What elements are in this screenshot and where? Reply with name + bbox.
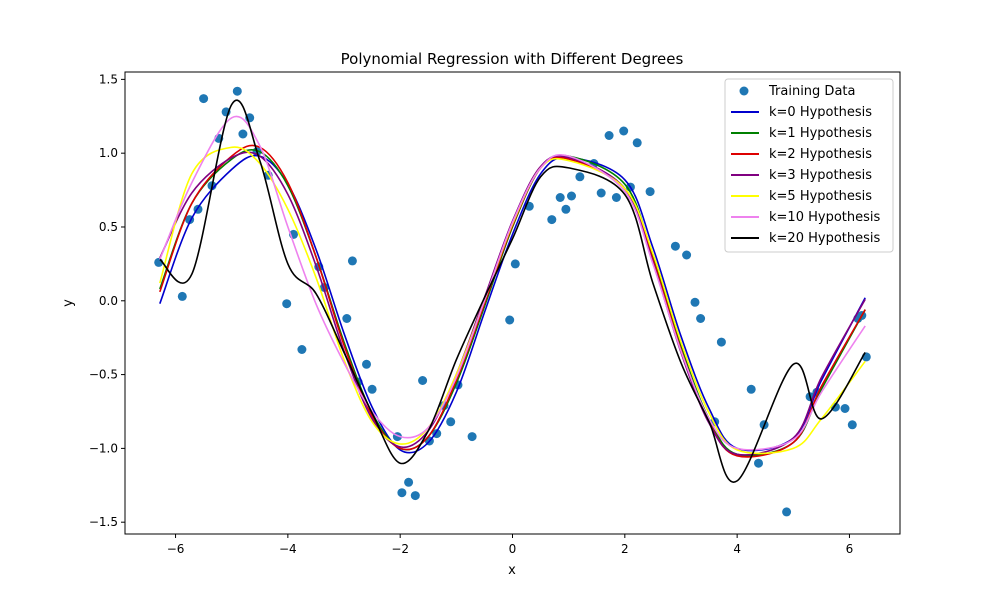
- training-data-point: [347, 256, 357, 266]
- y-tick-label: 0.0: [99, 294, 118, 308]
- training-data-point: [404, 477, 414, 487]
- y-tick-label: 0.5: [99, 220, 118, 234]
- y-tick-label: −1.5: [89, 515, 118, 529]
- training-data-point: [397, 488, 407, 498]
- training-data-point: [446, 417, 456, 427]
- chart-title: Polynomial Regression with Different Deg…: [341, 50, 684, 68]
- training-data-point: [177, 291, 187, 301]
- training-data-point: [632, 138, 642, 148]
- training-data-point: [567, 191, 576, 201]
- training-data-point: [611, 193, 621, 202]
- training-data-point: [682, 250, 692, 260]
- training-data-point: [847, 420, 857, 430]
- y-axis: −1.5 −1.0 −0.5 0.0 0.5 1.0 1.5: [89, 72, 125, 529]
- legend-label: k=0 Hypothesis: [769, 105, 872, 120]
- training-data-point: [575, 172, 585, 182]
- hypothesis-line-k10: [159, 115, 866, 451]
- training-data-point: [238, 129, 248, 139]
- legend-label: Training Data: [768, 84, 855, 99]
- training-data-point: [645, 187, 655, 197]
- plot-area: [154, 86, 871, 517]
- x-tick-label: 0: [509, 542, 517, 556]
- training-data-point: [604, 131, 614, 140]
- legend-label: k=1 Hypothesis: [769, 126, 872, 141]
- training-data-point: [746, 384, 756, 394]
- training-data-point: [342, 314, 352, 323]
- legend: Training Data k=0 Hypothesis k=1 Hypothesi…: [724, 78, 894, 253]
- training-data-point: [754, 458, 763, 468]
- training-data-point: [690, 297, 700, 307]
- training-data-point: [561, 204, 571, 214]
- training-data-point: [467, 432, 477, 442]
- hypothesis-line-k20: [159, 99, 866, 483]
- legend-label: k=2 Hypothesis: [769, 147, 872, 162]
- y-axis-label: y: [61, 299, 76, 307]
- training-data-point: [840, 404, 850, 413]
- y-tick-label: −1.0: [89, 441, 118, 455]
- training-data-point: [505, 315, 515, 325]
- x-tick-label: 2: [621, 542, 629, 556]
- x-tick-label: 6: [846, 542, 854, 556]
- training-data-point: [297, 345, 307, 354]
- training-data-point: [619, 126, 629, 136]
- training-data-point: [696, 314, 706, 323]
- x-tick-label: 4: [733, 542, 741, 556]
- legend-label: k=10 Hypothesis: [769, 210, 880, 225]
- x-tick-label: −6: [167, 542, 185, 556]
- x-tick-label: −2: [391, 542, 409, 556]
- legend-box: [724, 78, 894, 253]
- training-data-point: [362, 359, 371, 369]
- training-data-point: [547, 215, 557, 225]
- training-data-point: [282, 299, 292, 309]
- x-axis-label: x: [508, 563, 516, 578]
- training-data-point: [410, 491, 420, 501]
- y-tick-label: 1.5: [99, 72, 118, 86]
- training-data-point: [367, 384, 377, 394]
- training-data-point: [418, 376, 428, 385]
- training-data-point: [232, 86, 242, 96]
- x-tick-label: −4: [279, 542, 297, 556]
- training-data-point: [670, 241, 680, 251]
- y-tick-label: 1.0: [99, 146, 118, 160]
- training-data-point: [596, 188, 606, 198]
- training-data-point: [716, 337, 726, 347]
- training-data-point: [199, 94, 209, 104]
- legend-label: k=5 Hypothesis: [769, 189, 872, 204]
- training-data-point: [510, 259, 520, 269]
- legend-label: k=20 Hypothesis: [769, 231, 880, 246]
- training-data-point: [555, 193, 565, 202]
- training-data-point: [782, 507, 792, 517]
- legend-marker: [739, 86, 749, 96]
- legend-label: k=3 Hypothesis: [769, 168, 872, 183]
- y-tick-label: −0.5: [89, 368, 118, 382]
- x-axis: −6 −4 −2 0 2 4 6: [167, 534, 854, 556]
